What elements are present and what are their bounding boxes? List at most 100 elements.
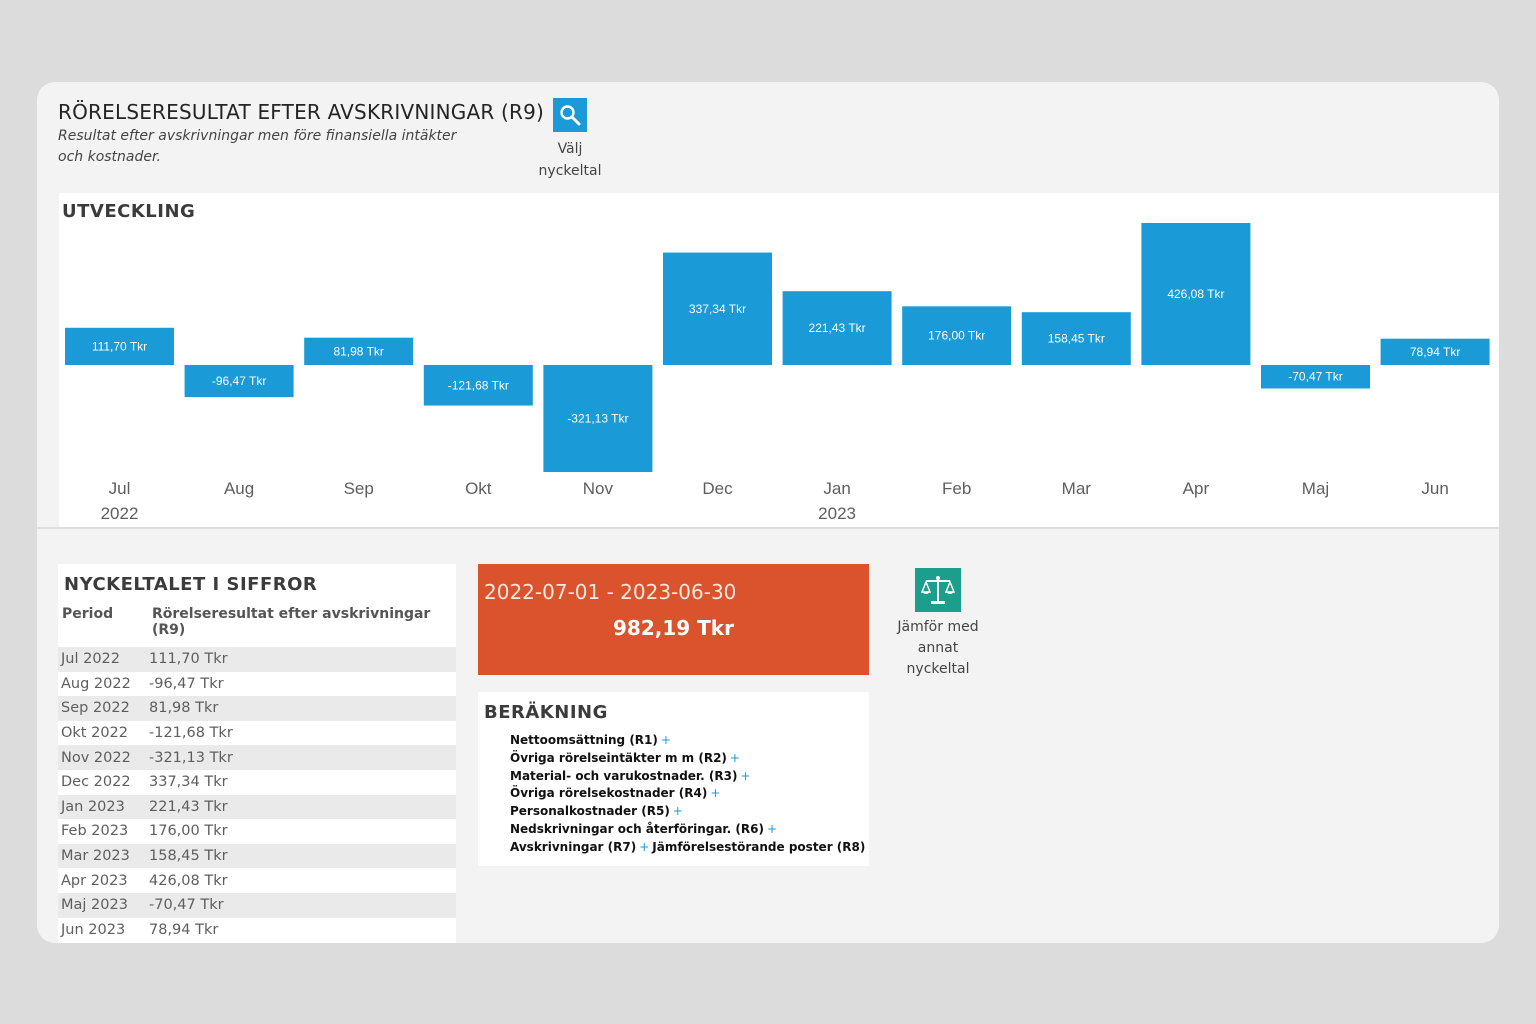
row-period: Feb 2023 bbox=[61, 823, 129, 840]
page-subtitle: Resultat efter avskrivningar men före fi… bbox=[58, 128, 457, 165]
x-tick-label: Sep bbox=[344, 479, 374, 498]
table-rows: Jul 2022 111,70 Tkr Aug 2022 -96,47 Tkr Sep … bbox=[58, 647, 456, 942]
table-row: Nov 2022 -321,13 Tkr bbox=[58, 745, 456, 770]
x-tick-label: Jun bbox=[1421, 479, 1448, 498]
bar-aug[interactable] bbox=[184, 365, 294, 398]
row-period: Jun 2023 bbox=[61, 921, 126, 938]
plus-sign: + bbox=[729, 750, 740, 765]
row-value: -321,13 Tkr bbox=[149, 749, 233, 766]
calculation-line: Övriga rörelsekostnader (R4) + bbox=[510, 785, 865, 803]
row-period: Aug 2022 bbox=[61, 675, 131, 692]
bar-sep[interactable] bbox=[304, 337, 414, 365]
calculation-line: Material- och varukostnader. (R3) + bbox=[510, 768, 865, 786]
bar-apr[interactable] bbox=[1141, 223, 1251, 365]
page-title: RÖRELSERESULTAT EFTER AVSKRIVNINGAR (R9) bbox=[58, 100, 545, 124]
row-period: Okt 2022 bbox=[61, 725, 129, 742]
calculation-term: Jämförelsestörande poster (R8) bbox=[652, 839, 866, 854]
plus-sign: + bbox=[660, 733, 671, 747]
plus-sign: + bbox=[710, 786, 721, 801]
table-title: NYCKELTALET I SIFFROR bbox=[64, 574, 318, 595]
data-label: 81,98 Tkr bbox=[333, 344, 383, 358]
x-tick-label: Dec bbox=[702, 479, 733, 498]
data-label: 337,34 Tkr bbox=[689, 302, 746, 316]
bar-dec[interactable] bbox=[663, 252, 772, 365]
table-row: Jul 2022 111,70 Tkr bbox=[58, 647, 456, 672]
row-period: Mar 2023 bbox=[61, 848, 130, 865]
bar-jul[interactable] bbox=[65, 327, 174, 365]
x-tick-label: Mar bbox=[1062, 479, 1092, 498]
bar-chart: 111,70 Tkr Jul -96,47 Tkr Aug 81,98 Tkr Sep -1… bbox=[65, 223, 1490, 523]
bar-okt[interactable] bbox=[423, 365, 533, 406]
calculation-panel: BERÄKNING Nettoomsättning (R1) + Övriga rö… bbox=[478, 692, 869, 866]
bar-maj[interactable] bbox=[1261, 365, 1370, 389]
x-year-label: 2023 bbox=[818, 504, 856, 523]
table-row: Maj 2023 -70,47 Tkr bbox=[58, 892, 456, 918]
compare-label-1: Jämför med bbox=[897, 619, 979, 635]
row-value: 78,94 Tkr bbox=[149, 921, 219, 938]
row-period: Jul 2022 bbox=[61, 651, 121, 668]
table-row: Mar 2023 158,45 Tkr bbox=[58, 843, 456, 869]
scale-icon[interactable] bbox=[915, 568, 961, 612]
row-period: Jan 2023 bbox=[61, 798, 125, 815]
row-value: -70,47 Tkr bbox=[149, 897, 224, 914]
data-label: 221,43 Tkr bbox=[809, 321, 866, 335]
row-period: Nov 2022 bbox=[61, 749, 131, 766]
kpi-value: 982,19 Tkr bbox=[613, 616, 734, 640]
data-label: -70,47 Tkr bbox=[1288, 370, 1342, 384]
calculation-line: Avskrivningar (R7) + Jämförelsestörande po… bbox=[510, 839, 865, 857]
calculation-line: Nettoomsättning (R1) + bbox=[510, 732, 865, 750]
row-value: 111,70 Tkr bbox=[149, 651, 228, 668]
x-tick-label: Nov bbox=[583, 479, 614, 498]
kpi-card: 2022-07-01 - 2023-06-30 982,19 Tkr bbox=[478, 564, 869, 675]
bar-feb[interactable] bbox=[902, 306, 1012, 365]
row-value: 221,43 Tkr bbox=[149, 798, 228, 815]
row-value: 337,34 Tkr bbox=[149, 774, 228, 791]
data-label: 426,08 Tkr bbox=[1167, 287, 1224, 301]
x-tick-label: Maj bbox=[1302, 479, 1329, 498]
column-header-value: Rörelseresultat efter avskrivningar (R9) bbox=[152, 606, 431, 638]
table-row: Okt 2022 -121,68 Tkr bbox=[58, 721, 456, 746]
data-label: 78,94 Tkr bbox=[1410, 345, 1460, 359]
row-period: Sep 2022 bbox=[61, 700, 130, 717]
bar-mar[interactable] bbox=[1021, 312, 1131, 365]
data-label: 111,70 Tkr bbox=[92, 339, 147, 353]
section-divider bbox=[37, 527, 1499, 529]
calculation-line: Övriga rörelseintäkter m m (R2) + bbox=[510, 750, 865, 768]
figures-table-panel: NYCKELTALET I SIFFROR Period Rörelseresu… bbox=[58, 564, 456, 943]
development-panel: 111,70 Tkr Jul -96,47 Tkr Aug 81,98 Tkr Sep -1… bbox=[59, 193, 1499, 527]
bar-jun[interactable] bbox=[1380, 338, 1490, 365]
row-period: Dec 2022 bbox=[61, 774, 131, 791]
x-tick-label: Jul bbox=[109, 479, 131, 498]
compare-label-2: annat nyckeltal bbox=[906, 640, 970, 677]
table-row: Feb 2023 176,00 Tkr bbox=[58, 819, 456, 844]
row-value: -96,47 Tkr bbox=[149, 675, 224, 692]
x-tick-label: Jan bbox=[823, 479, 850, 498]
row-period: Apr 2023 bbox=[61, 872, 128, 889]
table-row: Jan 2023 221,43 Tkr bbox=[58, 794, 456, 820]
calculation-term: Material- och varukostnader. (R3) bbox=[510, 768, 738, 783]
calculation-lines: Nettoomsättning (R1) + Övriga rörelseintäk… bbox=[510, 732, 865, 857]
calculation-term: Avskrivningar (R7) bbox=[510, 839, 637, 854]
row-value: 426,08 Tkr bbox=[149, 872, 228, 889]
row-value: -121,68 Tkr bbox=[149, 725, 233, 742]
x-tick-label: Aug bbox=[224, 479, 254, 498]
column-header-period: Period bbox=[62, 606, 114, 622]
bar-jan[interactable] bbox=[782, 291, 892, 365]
kpi-date-range: 2022-07-01 - 2023-06-30 bbox=[484, 580, 737, 604]
data-label: 158,45 Tkr bbox=[1048, 332, 1105, 346]
calculation-term: Personalkostnader (R5) bbox=[510, 804, 670, 819]
plus-sign: + bbox=[740, 768, 751, 783]
table-row: Dec 2022 337,34 Tkr bbox=[58, 770, 456, 795]
compare-kpi-button[interactable]: Jämför med annat nyckeltal bbox=[887, 568, 989, 680]
bar-nov[interactable] bbox=[543, 365, 653, 473]
report-card: RÖRELSERESULTAT EFTER AVSKRIVNINGAR (R9)… bbox=[37, 82, 1499, 943]
select-kpi-button[interactable]: Välj nyckeltal bbox=[535, 98, 605, 182]
row-value: 81,98 Tkr bbox=[149, 700, 219, 717]
search-icon[interactable] bbox=[553, 98, 587, 132]
calculation-line: Personalkostnader (R5) + bbox=[510, 803, 865, 821]
table-row: Aug 2022 -96,47 Tkr bbox=[58, 672, 456, 697]
calculation-term: Nedskrivningar och återföringar. (R6) bbox=[510, 821, 764, 836]
x-year-label: 2022 bbox=[101, 504, 139, 523]
plus-sign: + bbox=[639, 839, 650, 854]
select-kpi-label-1: Välj bbox=[557, 141, 583, 157]
